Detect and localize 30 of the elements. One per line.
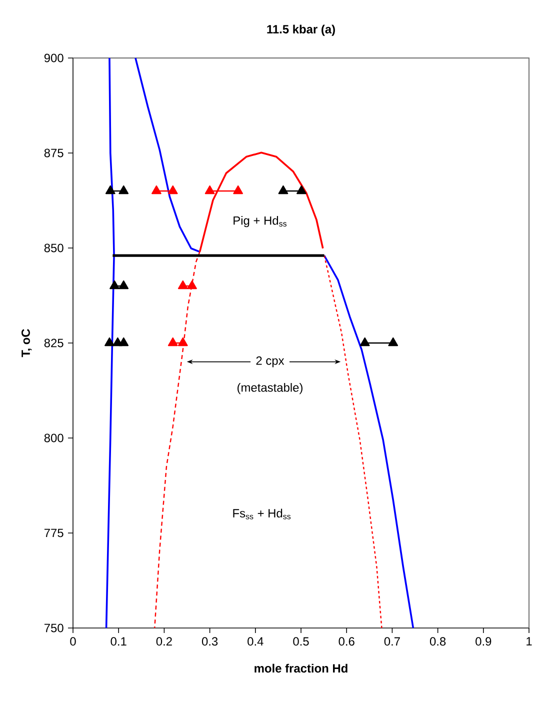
x-tick-label: 0.7 bbox=[384, 637, 400, 646]
x-tick-label: 0.2 bbox=[156, 637, 172, 646]
x-tick-label: 0.3 bbox=[202, 637, 218, 646]
y-axis-title: T, oC bbox=[21, 329, 32, 358]
y-tick-label: 750 bbox=[44, 624, 64, 632]
y-tick-label: 800 bbox=[44, 434, 64, 442]
point bbox=[118, 337, 128, 346]
y-tick-label: 850 bbox=[44, 244, 64, 252]
x-tick-label: 0 bbox=[70, 637, 76, 646]
x-tick-label: 1 bbox=[526, 637, 532, 646]
y-tick-label: 900 bbox=[44, 54, 64, 62]
line-series bbox=[323, 254, 414, 629]
annotation: (metastable) bbox=[237, 383, 302, 394]
x-tick-label: 0.8 bbox=[430, 637, 446, 646]
y-tick-label: 825 bbox=[44, 338, 64, 348]
line-series bbox=[324, 254, 382, 629]
y-tick-label: 875 bbox=[44, 148, 64, 158]
annotation: 2 cpx bbox=[256, 356, 284, 368]
x-tick-label: 0.9 bbox=[475, 637, 491, 646]
annotation: Pig + Hd$_{ss}$ bbox=[233, 216, 286, 228]
line-series bbox=[134, 57, 201, 253]
annotation: Fs$_{ss}$ + Hd$_{ss}$ bbox=[233, 508, 290, 520]
y-tick-label: 775 bbox=[44, 528, 64, 538]
x-axis-title: mole fraction Hd bbox=[254, 664, 348, 673]
x-tick-label: 0.1 bbox=[110, 637, 126, 646]
point bbox=[104, 337, 114, 346]
chart-title: 11.5 kbar (a) bbox=[267, 24, 335, 36]
x-tick-label: 0.5 bbox=[293, 637, 309, 646]
x-tick-label: 0.6 bbox=[338, 637, 354, 646]
x-tick-label: 0.4 bbox=[247, 637, 264, 646]
